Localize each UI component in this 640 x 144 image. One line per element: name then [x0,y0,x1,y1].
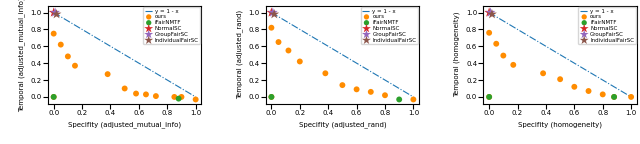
IndividualFairSC [269,13,280,15]
Y-axis label: Temporal (adjusted_rand): Temporal (adjusted_rand) [236,10,243,99]
ours [177,96,187,98]
y = 1 - x [615,89,623,91]
iFairNMTF [173,97,184,100]
ours [266,96,276,98]
ours [294,60,305,63]
ours [380,94,390,96]
ours [538,72,548,74]
GroupFairSC [486,11,496,14]
Y-axis label: Temporal (homogeneity): Temporal (homogeneity) [454,12,460,97]
ours [508,64,518,66]
NormalSC [266,11,276,14]
y = 1 - x [305,34,313,36]
GroupFairSC [268,11,278,14]
y = 1 - x [397,89,405,91]
y = 1 - x [50,12,58,13]
Line: y = 1 - x: y = 1 - x [271,13,413,97]
ours [408,98,419,101]
y = 1 - x [627,96,635,98]
ours [131,92,141,95]
ours [351,88,362,90]
Legend: y = 1 - x, ours, iFairNMTF, NormalSC, GroupFairSC, IndividualFairSC: y = 1 - x, ours, iFairNMTF, NormalSC, Gr… [579,7,636,44]
y = 1 - x [185,92,193,94]
ours [191,98,201,101]
ours [584,90,594,92]
ours [49,32,59,35]
X-axis label: Specifity (adjusted_rand): Specifity (adjusted_rand) [299,122,386,128]
Line: y = 1 - x: y = 1 - x [54,13,196,97]
GroupFairSC [50,11,60,14]
ours [609,96,620,98]
ours [484,96,494,98]
y = 1 - x [403,92,410,94]
Legend: y = 1 - x, ours, iFairNMTF, NormalSC, GroupFairSC, IndividualFairSC: y = 1 - x, ours, iFairNMTF, NormalSC, Gr… [143,7,200,44]
NormalSC [49,11,59,14]
y = 1 - x [76,27,84,29]
ours [102,73,113,75]
IndividualFairSC [51,13,61,15]
iFairNMTF [394,98,404,101]
y = 1 - x [58,17,66,18]
y = 1 - x [512,27,520,29]
ours [598,93,608,96]
y = 1 - x [56,15,63,17]
Line: y = 1 - x: y = 1 - x [489,13,631,97]
Legend: y = 1 - x, ours, iFairNMTF, NormalSC, GroupFairSC, IndividualFairSC: y = 1 - x, ours, iFairNMTF, NormalSC, Gr… [360,7,418,44]
ours [491,43,501,45]
y = 1 - x [485,12,493,13]
y = 1 - x [491,15,499,17]
y = 1 - x [620,92,628,94]
ours [141,93,151,96]
y = 1 - x [494,17,502,18]
ours [284,49,294,52]
ours [63,55,73,58]
ours [169,96,179,98]
y = 1 - x [523,34,531,36]
ours [626,96,636,98]
ours [337,84,348,86]
iFairNMTF [609,96,620,98]
ours [266,26,276,29]
y = 1 - x [276,17,284,18]
y = 1 - x [410,96,417,98]
ours [365,91,376,93]
X-axis label: Specifity (homogeneity): Specifity (homogeneity) [518,122,602,128]
iFairNMTF [266,96,276,98]
X-axis label: Specifity (adjusted_mutual_info): Specifity (adjusted_mutual_info) [68,122,181,128]
ours [120,87,130,90]
y = 1 - x [273,15,281,17]
y = 1 - x [268,12,275,13]
ours [555,78,565,80]
NormalSC [484,11,494,14]
ours [70,65,80,67]
ours [320,72,330,74]
Y-axis label: Temporal (adjusted_mutual_info): Temporal (adjusted_mutual_info) [18,0,25,112]
y = 1 - x [294,27,301,29]
iFairNMTF [484,96,494,98]
y = 1 - x [180,89,188,91]
ours [151,95,161,97]
IndividualFairSC [487,13,497,15]
ours [569,86,579,88]
y = 1 - x [192,96,200,98]
ours [49,96,59,98]
ours [56,43,66,46]
ours [498,54,508,57]
y = 1 - x [88,34,95,36]
iFairNMTF [49,96,59,98]
ours [484,32,494,34]
ours [273,41,284,43]
